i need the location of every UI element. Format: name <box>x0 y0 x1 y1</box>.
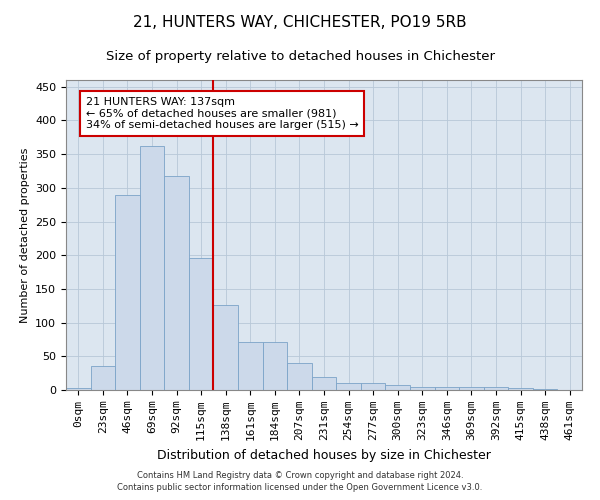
Bar <box>214 305 238 390</box>
Bar <box>66 388 91 390</box>
Bar <box>189 258 214 390</box>
Bar <box>385 386 410 390</box>
Text: 21 HUNTERS WAY: 137sqm
← 65% of detached houses are smaller (981)
34% of semi-de: 21 HUNTERS WAY: 137sqm ← 65% of detached… <box>86 97 358 130</box>
Bar <box>115 194 140 390</box>
Bar <box>312 376 336 390</box>
Text: Contains HM Land Registry data © Crown copyright and database right 2024.: Contains HM Land Registry data © Crown c… <box>137 471 463 480</box>
Bar <box>287 363 312 390</box>
Bar <box>336 382 361 390</box>
Bar <box>410 388 434 390</box>
Bar <box>263 342 287 390</box>
Bar <box>140 146 164 390</box>
Text: Contains public sector information licensed under the Open Government Licence v3: Contains public sector information licen… <box>118 484 482 492</box>
Text: Size of property relative to detached houses in Chichester: Size of property relative to detached ho… <box>106 50 494 63</box>
Bar <box>508 388 533 390</box>
Bar <box>459 386 484 390</box>
Bar <box>484 388 508 390</box>
Bar <box>361 382 385 390</box>
Bar <box>434 388 459 390</box>
Bar <box>91 366 115 390</box>
Y-axis label: Number of detached properties: Number of detached properties <box>20 148 29 322</box>
Bar <box>164 176 189 390</box>
Text: 21, HUNTERS WAY, CHICHESTER, PO19 5RB: 21, HUNTERS WAY, CHICHESTER, PO19 5RB <box>133 15 467 30</box>
X-axis label: Distribution of detached houses by size in Chichester: Distribution of detached houses by size … <box>157 448 491 462</box>
Bar <box>238 342 263 390</box>
